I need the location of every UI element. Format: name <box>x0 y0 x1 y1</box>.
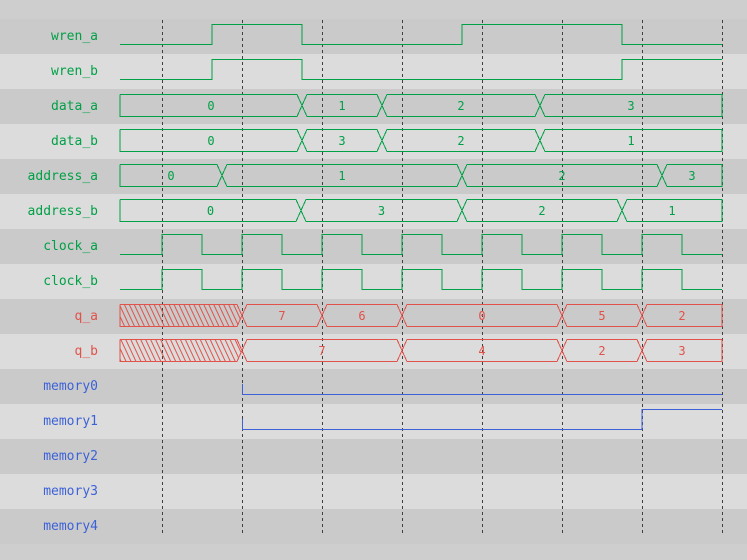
bus-unknown-region <box>119 304 243 327</box>
bus-unknown-region <box>119 339 243 362</box>
signal-label-wren_a[interactable]: wren_a <box>51 29 98 44</box>
bus-value: 4 <box>478 344 485 358</box>
signal-row-memory4[interactable]: memory4 <box>0 509 747 544</box>
bus-segment <box>539 94 723 117</box>
signal-label-memory3[interactable]: memory3 <box>43 484 98 499</box>
bit-wave <box>120 59 722 80</box>
wave-clock_b <box>120 269 722 290</box>
bus-value: 2 <box>558 169 565 183</box>
signal-label-address_b[interactable]: address_b <box>27 204 98 219</box>
signal-row-memory3[interactable]: memory3 <box>0 474 747 509</box>
bit-wave <box>120 269 722 290</box>
bus-value: 1 <box>338 169 345 183</box>
bit-wave <box>242 384 722 395</box>
signal-row-clock_b[interactable]: clock_b <box>0 264 747 299</box>
bus-value: 3 <box>338 134 345 148</box>
bus-value: 6 <box>358 309 365 323</box>
wave-data_b: 0 3 2 1 <box>119 129 723 152</box>
signal-label-clock_a[interactable]: clock_a <box>43 239 98 254</box>
signal-label-memory1[interactable]: memory1 <box>43 414 98 429</box>
bit-wave <box>242 409 722 430</box>
bus-segment <box>119 129 303 152</box>
wave-data_a: 0 1 2 3 <box>119 94 723 117</box>
bus-value: 1 <box>668 204 675 218</box>
bus-value: 3 <box>688 169 695 183</box>
signal-row-memory1[interactable]: memory1 <box>0 404 747 439</box>
bus-value: 0 <box>207 99 214 113</box>
signal-label-memory2[interactable]: memory2 <box>43 449 98 464</box>
wave-q_a: 7 6 0 5 2 <box>119 304 723 327</box>
bus-value: 7 <box>318 344 325 358</box>
bus-segment <box>119 94 303 117</box>
wave-wren_b <box>120 59 722 80</box>
bus-value: 2 <box>457 134 464 148</box>
bus-value: 2 <box>598 344 605 358</box>
bit-wave <box>120 24 722 45</box>
bus-value: 0 <box>167 169 174 183</box>
bus-value: 0 <box>207 204 214 218</box>
bus-segment <box>661 164 723 187</box>
bus-segment <box>621 199 723 222</box>
bus-value: 2 <box>678 309 685 323</box>
bus-segment <box>641 339 723 362</box>
bus-value: 1 <box>338 99 345 113</box>
signal-label-address_a[interactable]: address_a <box>27 169 98 184</box>
bus-value: 3 <box>378 204 385 218</box>
bus-value: 7 <box>278 309 285 323</box>
wave-address_a: 0 1 2 3 <box>119 164 723 187</box>
signal-label-data_b[interactable]: data_b <box>51 134 98 149</box>
signal-row-clock_a[interactable]: clock_a <box>0 229 747 264</box>
bus-value: 2 <box>457 99 464 113</box>
wave-wren_a <box>120 24 722 45</box>
bus-segment <box>119 164 223 187</box>
signal-label-wren_b[interactable]: wren_b <box>51 64 98 79</box>
wave-memory0 <box>242 384 722 395</box>
wave-clock_a <box>120 234 722 255</box>
bus-segment <box>539 129 723 152</box>
bus-value: 0 <box>478 309 485 323</box>
signal-row-memory0[interactable]: memory0 <box>0 369 747 404</box>
wave-q_b: 7 4 2 3 <box>119 339 723 362</box>
bus-value: 1 <box>627 134 634 148</box>
wave-address_b: 0 3 2 1 <box>119 199 723 222</box>
wave-memory1 <box>242 409 722 430</box>
bus-value: 0 <box>207 134 214 148</box>
bus-segment <box>119 199 302 222</box>
signal-label-memory4[interactable]: memory4 <box>43 519 98 534</box>
signal-label-clock_b[interactable]: clock_b <box>43 274 98 289</box>
signal-label-q_b[interactable]: q_b <box>74 344 98 359</box>
bus-value: 3 <box>678 344 685 358</box>
bus-value: 3 <box>627 99 634 113</box>
signal-row-memory2[interactable]: memory2 <box>0 439 747 474</box>
signal-label-q_a[interactable]: q_a <box>74 309 98 324</box>
bit-wave <box>120 234 722 255</box>
signal-label-data_a[interactable]: data_a <box>51 99 98 114</box>
bus-value: 2 <box>538 204 545 218</box>
bus-value: 5 <box>598 309 605 323</box>
bus-segment <box>641 304 723 327</box>
signal-label-memory0[interactable]: memory0 <box>43 379 98 394</box>
